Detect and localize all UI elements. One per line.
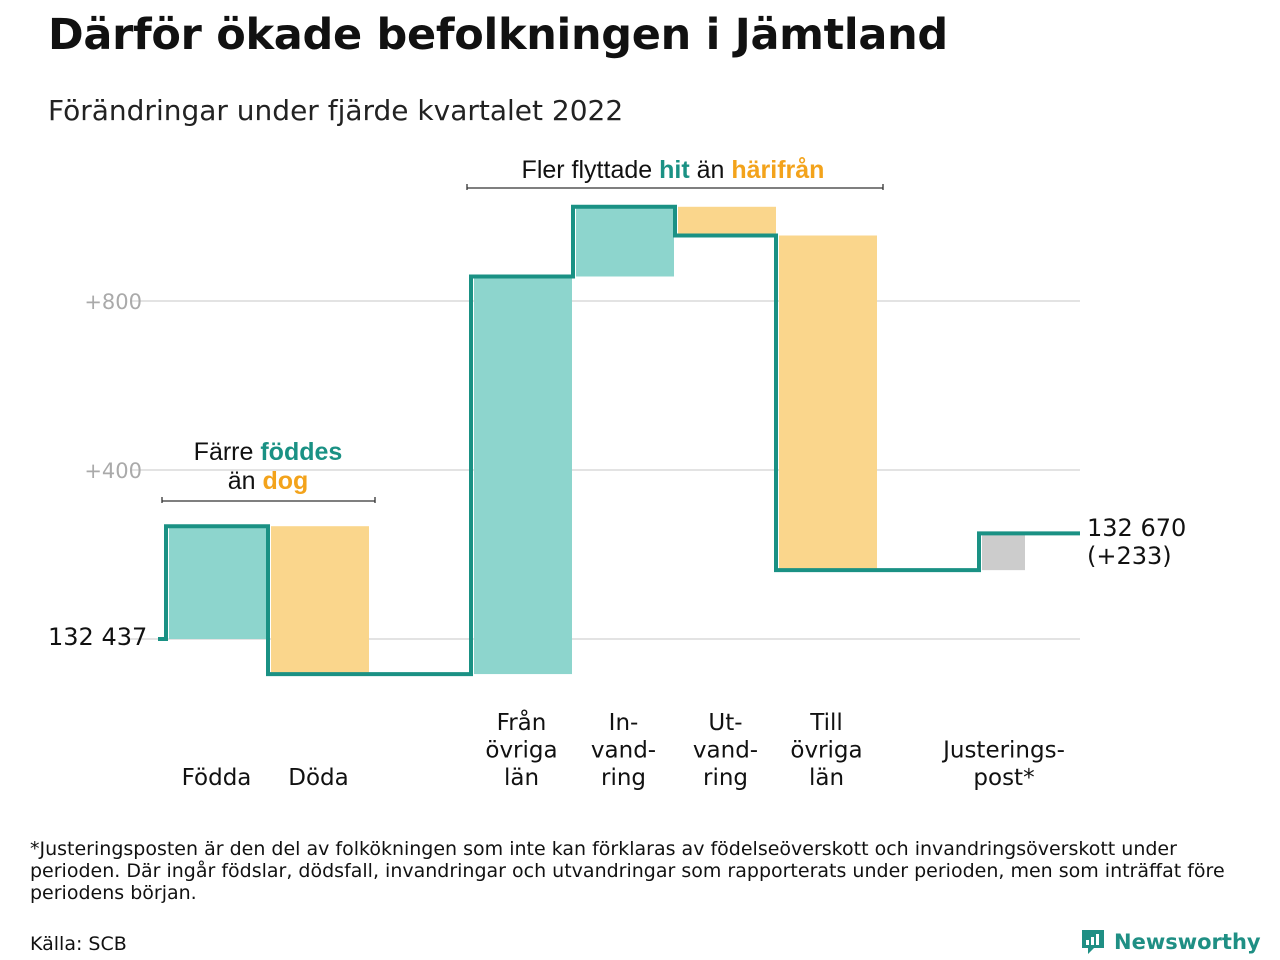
annotation-migration: Fler flyttade hit än härifrån: [522, 156, 825, 184]
x-axis-label: ring: [601, 765, 646, 791]
bar-layer: [169, 206, 1025, 675]
chart-subtitle: Förändringar under fjärde kvartalet 2022: [48, 94, 624, 127]
brand-name: Newsworthy: [1114, 930, 1261, 954]
x-axis-label: län: [809, 765, 844, 791]
cumulative-step-line: [158, 204, 1080, 677]
step-line-layer: [158, 204, 1080, 677]
y-tick-label: +800: [84, 290, 142, 314]
bar-3: [474, 276, 572, 675]
start-value-label: 132 437: [48, 623, 147, 651]
x-axis-label: Ut-: [708, 710, 742, 736]
annotation-bracket-births: [161, 497, 376, 503]
chart-title: Därför ökade befolkningen i Jämtland: [48, 10, 948, 60]
bar-6: [779, 235, 877, 571]
x-axis-label: övriga: [485, 738, 557, 764]
bar-1: [169, 526, 267, 639]
x-axis-label: vand-: [591, 738, 656, 764]
annotation-bracket-migration: [466, 184, 884, 190]
end-change-label: (+233): [1087, 542, 1172, 570]
x-axis-label: ring: [703, 765, 748, 791]
bar-7: [982, 533, 1025, 571]
y-tick-label: +400: [84, 459, 142, 483]
x-axis-label: In-: [609, 710, 639, 736]
x-axis-label: vand-: [693, 738, 758, 764]
x-axis-label: län: [504, 765, 539, 791]
annotation-births-line2: än dog: [228, 467, 309, 495]
bar-5: [678, 206, 776, 236]
x-axis-label: Till: [809, 710, 843, 736]
x-axis-label: övriga: [790, 738, 862, 764]
annotation-births-line1: Färre föddes: [194, 438, 343, 466]
newsworthy-logo-icon: [1082, 930, 1104, 954]
bar-4: [576, 206, 674, 277]
x-axis-label: Födda: [182, 765, 252, 791]
bar-2: [271, 526, 369, 675]
brand-logo: Newsworthy: [1080, 928, 1261, 956]
x-axis-label: post*: [973, 765, 1034, 791]
x-axis-label: Döda: [288, 765, 348, 791]
x-axis-label: Justerings-: [941, 738, 1065, 764]
source-note: Källa: SCB: [30, 933, 127, 955]
footnote: *Justeringsposten är den del av folkökni…: [30, 838, 1225, 904]
end-value-label: 132 670: [1087, 514, 1186, 542]
x-axis-label: Från: [497, 708, 547, 736]
